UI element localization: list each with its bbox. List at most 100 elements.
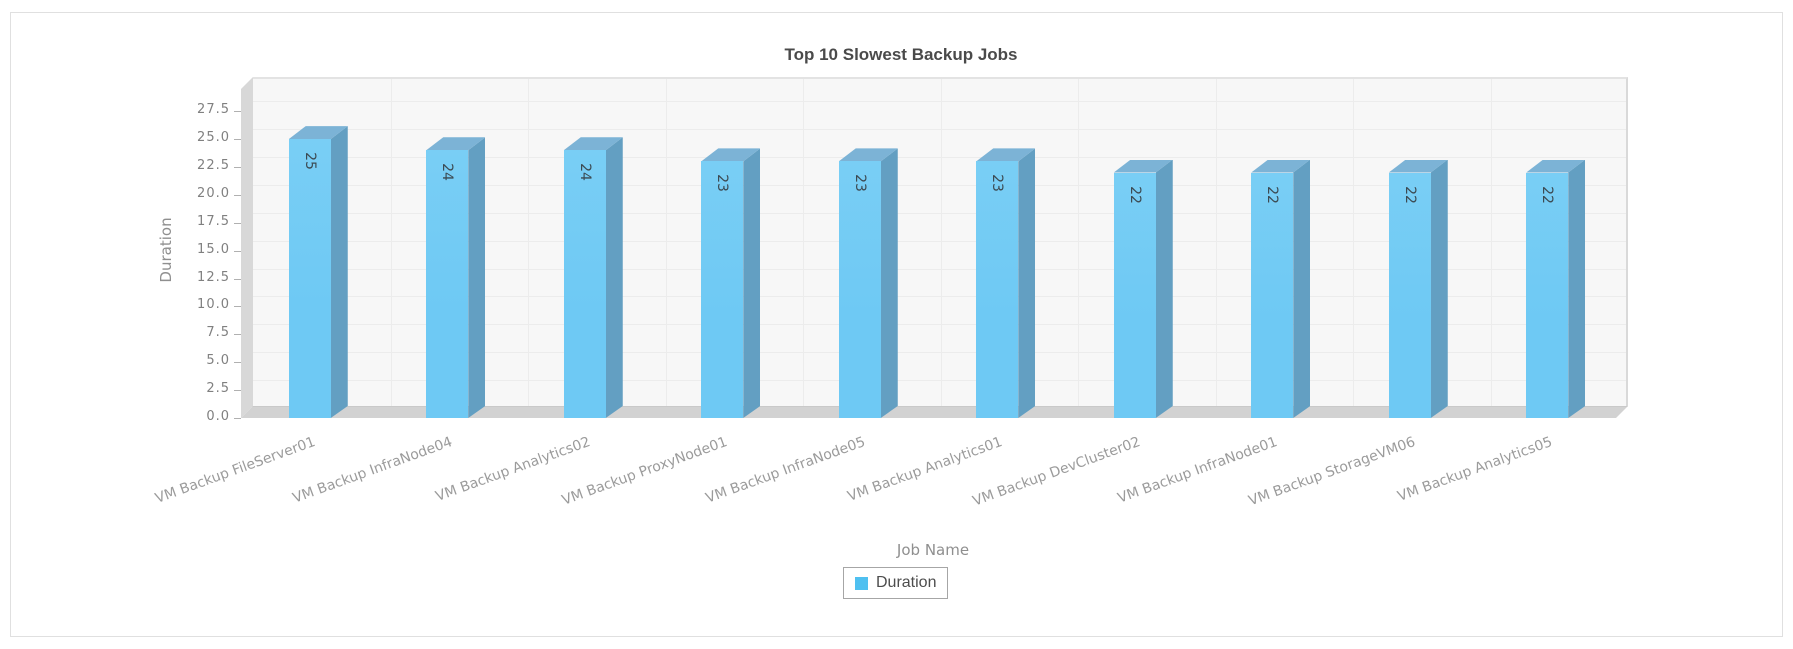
bar-top-face bbox=[563, 137, 623, 151]
x-tick-label: VM Backup StorageVM06 bbox=[1246, 434, 1418, 510]
legend-swatch-icon bbox=[855, 576, 868, 590]
y-tick-label: 20.0 bbox=[197, 185, 230, 201]
y-tick-mark bbox=[234, 139, 241, 141]
bar-top-face bbox=[838, 148, 898, 162]
v-gridline bbox=[1078, 79, 1079, 406]
h-gridline bbox=[253, 212, 1626, 214]
v-gridline bbox=[1353, 79, 1354, 406]
bar-side-face bbox=[1568, 160, 1585, 418]
chart-area: Top 10 Slowest Backup Jobs Duration 0.0 2… bbox=[133, 13, 1782, 636]
bar-column[interactable]: 25 bbox=[288, 126, 348, 418]
bar-side-face bbox=[881, 148, 898, 418]
bar-front-face bbox=[563, 150, 606, 418]
y-tick-mark bbox=[234, 390, 241, 392]
bar-value-label: 25 bbox=[301, 152, 318, 170]
bar-front-face bbox=[426, 150, 469, 418]
legend-item-duration[interactable]: Duration bbox=[843, 567, 949, 599]
h-gridline bbox=[253, 380, 1626, 382]
h-gridline bbox=[253, 129, 1626, 131]
bar-side-face bbox=[331, 126, 348, 418]
y-tick-label: 5.0 bbox=[206, 353, 230, 369]
bar-front-face bbox=[1113, 172, 1156, 418]
v-gridline bbox=[803, 79, 804, 406]
bar-front-face bbox=[976, 161, 1019, 418]
h-gridline bbox=[253, 101, 1626, 103]
bar-side-face bbox=[1431, 160, 1448, 418]
x-tick-label: VM Backup Analytics02 bbox=[433, 434, 593, 505]
bar-value-label: 24 bbox=[576, 163, 593, 182]
x-axis-title: Job Name bbox=[896, 541, 970, 559]
bar-top-face bbox=[426, 137, 486, 151]
plot-left-wall bbox=[241, 77, 253, 418]
chart-card: Top 10 Slowest Backup Jobs Duration 0.0 2… bbox=[10, 12, 1783, 637]
bar-top-face bbox=[1113, 159, 1173, 173]
plot-area: 0.0 2.5 5.0 7.5 10.0 12.5 15.0 17.5 20.0 22.5 25.0… bbox=[133, 13, 1782, 636]
bar-side-face bbox=[1018, 148, 1035, 418]
y-tick-mark bbox=[234, 418, 241, 419]
y-tick-label: 10.0 bbox=[197, 297, 230, 313]
y-tick-mark bbox=[234, 362, 241, 364]
bar-front-face bbox=[838, 161, 881, 418]
y-tick-label: 12.5 bbox=[197, 269, 230, 285]
bar-value-label: 24 bbox=[439, 163, 456, 182]
bar-front-face bbox=[1388, 172, 1431, 418]
y-tick-label: 27.5 bbox=[197, 102, 230, 118]
bar-value-label: 22 bbox=[1539, 185, 1556, 204]
v-gridline bbox=[665, 79, 667, 406]
y-tick-label: 2.5 bbox=[206, 381, 230, 397]
h-gridline bbox=[253, 268, 1626, 270]
y-tick-mark bbox=[234, 111, 241, 113]
x-tick-label: VM Backup Analytics05 bbox=[1395, 434, 1555, 505]
bar-front-face bbox=[288, 139, 331, 418]
bar-top-face bbox=[1388, 159, 1448, 173]
bar-value-label: 23 bbox=[851, 174, 868, 193]
bar-column[interactable]: 24 bbox=[426, 137, 486, 418]
bar-top-face bbox=[701, 148, 761, 162]
v-gridline bbox=[528, 79, 529, 406]
v-gridline bbox=[390, 79, 392, 406]
bar-front-face bbox=[1251, 172, 1294, 418]
y-tick-label: 22.5 bbox=[197, 157, 230, 173]
bar-column[interactable]: 24 bbox=[563, 137, 623, 418]
v-gridline bbox=[1215, 79, 1217, 406]
bar-front-face bbox=[701, 161, 744, 418]
h-gridline bbox=[253, 324, 1626, 326]
bar-column[interactable]: 23 bbox=[976, 148, 1036, 418]
bar-side-face bbox=[1293, 160, 1310, 418]
v-gridline bbox=[940, 79, 942, 406]
x-tick-label: VM Backup InfraNode04 bbox=[290, 434, 455, 507]
bar-value-label: 23 bbox=[714, 174, 731, 193]
y-tick-mark bbox=[234, 250, 241, 252]
bar-value-label: 23 bbox=[989, 174, 1006, 193]
bar-column[interactable]: 22 bbox=[1526, 159, 1586, 418]
y-tick-mark bbox=[234, 278, 241, 280]
x-tick-label: VM Backup InfraNode05 bbox=[703, 434, 868, 507]
y-tick-label: 0.0 bbox=[206, 409, 230, 424]
bar-side-face bbox=[468, 137, 485, 418]
bar-column[interactable]: 22 bbox=[1113, 159, 1173, 418]
y-tick-mark bbox=[234, 166, 241, 168]
bar-value-label: 22 bbox=[1401, 185, 1418, 204]
h-gridline bbox=[253, 184, 1626, 186]
y-tick-label: 7.5 bbox=[206, 325, 230, 341]
x-tick-label: VM Backup Analytics01 bbox=[845, 434, 1005, 505]
h-gridline bbox=[253, 296, 1626, 298]
x-tick-label: VM Backup DevCluster02 bbox=[970, 434, 1143, 510]
bar-top-face bbox=[976, 148, 1036, 162]
y-tick-mark bbox=[234, 306, 241, 308]
bar-column[interactable]: 23 bbox=[838, 148, 898, 418]
y-tick-mark bbox=[234, 334, 241, 336]
bar-column[interactable]: 22 bbox=[1388, 159, 1448, 418]
bar-side-face bbox=[606, 137, 623, 418]
y-tick-mark bbox=[234, 222, 241, 224]
y-tick-mark bbox=[234, 194, 241, 196]
v-gridline bbox=[1490, 79, 1492, 406]
x-tick-label: VM Backup InfraNode01 bbox=[1115, 434, 1280, 507]
bar-top-face bbox=[288, 126, 348, 140]
bar-column[interactable]: 22 bbox=[1251, 159, 1311, 418]
x-tick-label: VM Backup ProxyNode01 bbox=[560, 434, 730, 509]
h-gridline bbox=[253, 240, 1626, 242]
bar-column[interactable]: 23 bbox=[701, 148, 761, 418]
bar-front-face bbox=[1526, 172, 1569, 418]
bar-value-label: 22 bbox=[1264, 185, 1281, 204]
